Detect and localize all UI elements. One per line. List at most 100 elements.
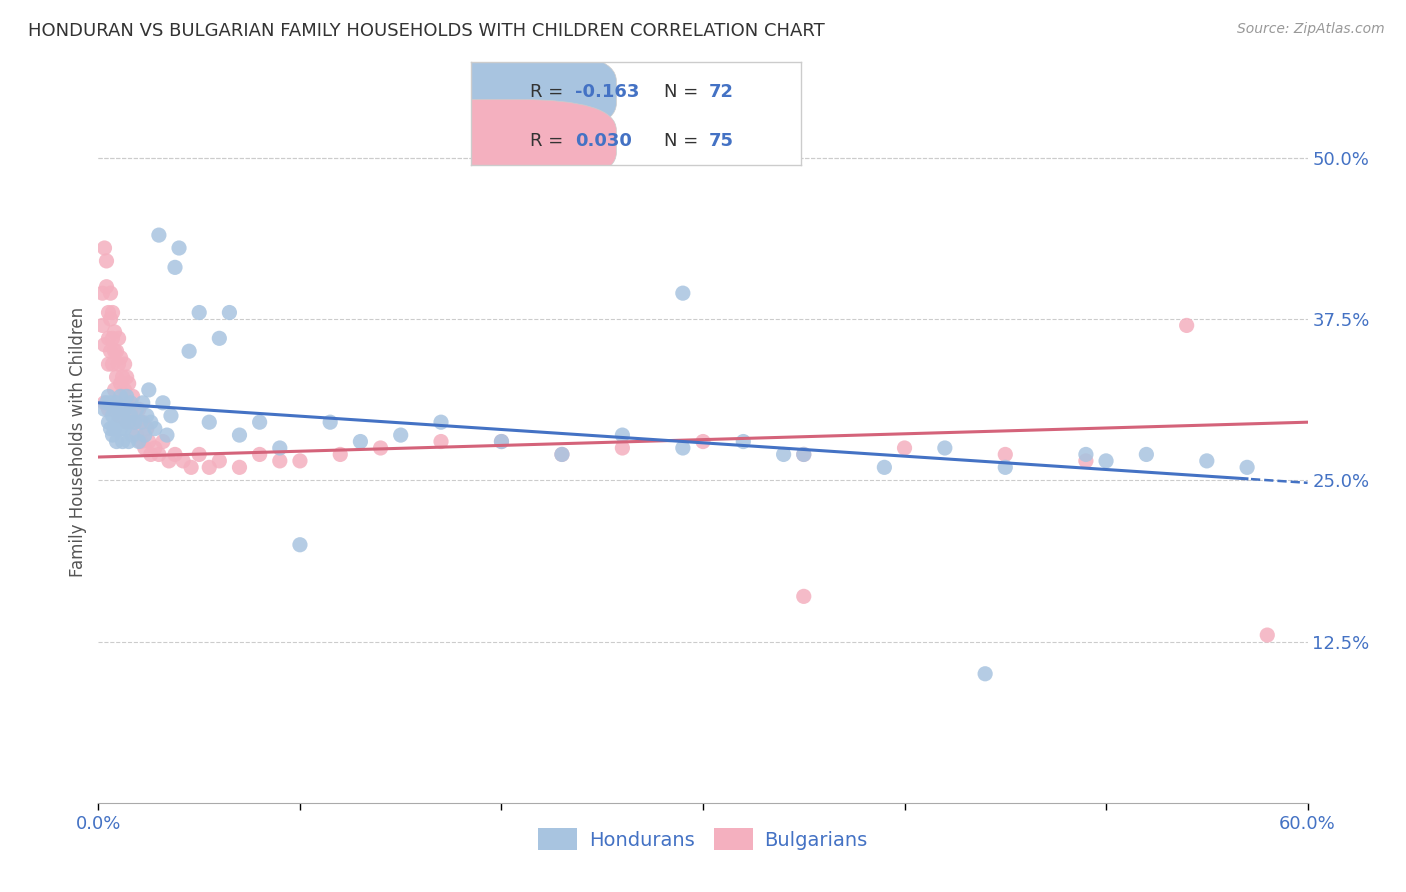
Point — [163, 260, 186, 275]
Point — [105, 370, 128, 384]
Point — [103, 344, 125, 359]
Point — [115, 370, 138, 384]
Point — [118, 376, 141, 391]
Point — [114, 402, 136, 417]
Point — [491, 434, 513, 449]
Point — [612, 428, 634, 442]
Point — [873, 460, 896, 475]
Text: 0.030: 0.030 — [575, 132, 631, 150]
Point — [118, 434, 141, 449]
Point — [157, 454, 180, 468]
Text: N =: N = — [664, 132, 704, 150]
Point — [138, 434, 160, 449]
Point — [118, 415, 141, 429]
Point — [110, 351, 132, 365]
Point — [96, 396, 118, 410]
Point — [793, 447, 815, 461]
Point — [218, 305, 240, 319]
Point — [134, 441, 156, 455]
Point — [120, 409, 142, 423]
Point — [692, 434, 714, 449]
Point — [934, 441, 956, 455]
Point — [103, 383, 125, 397]
Point — [135, 409, 157, 423]
Point — [1236, 460, 1258, 475]
Point — [111, 409, 134, 423]
Point — [672, 441, 695, 455]
Point — [134, 428, 156, 442]
Point — [97, 305, 120, 319]
Point — [100, 286, 122, 301]
Point — [100, 344, 122, 359]
Point — [91, 286, 114, 301]
Point — [114, 383, 136, 397]
Point — [143, 422, 166, 436]
Text: HONDURAN VS BULGARIAN FAMILY HOUSEHOLDS WITH CHILDREN CORRELATION CHART: HONDURAN VS BULGARIAN FAMILY HOUSEHOLDS … — [28, 22, 825, 40]
Point — [125, 402, 148, 417]
Point — [100, 396, 122, 410]
Y-axis label: Family Households with Children: Family Households with Children — [69, 307, 87, 576]
Point — [430, 415, 453, 429]
Point — [139, 415, 162, 429]
Point — [120, 402, 142, 417]
Text: R =: R = — [530, 83, 569, 101]
Point — [101, 331, 124, 345]
Point — [118, 396, 141, 410]
Point — [103, 325, 125, 339]
Point — [125, 428, 148, 442]
Point — [1095, 454, 1118, 468]
Point — [208, 331, 231, 345]
Point — [198, 415, 221, 429]
Point — [121, 428, 143, 442]
Point — [105, 396, 128, 410]
Point — [1074, 447, 1097, 461]
Point — [152, 434, 174, 449]
Point — [551, 447, 574, 461]
Point — [793, 590, 815, 604]
Point — [97, 331, 120, 345]
Point — [1135, 447, 1157, 461]
Point — [107, 415, 129, 429]
Point — [179, 344, 201, 359]
Point — [121, 389, 143, 403]
Point — [132, 415, 155, 429]
Point — [101, 357, 124, 371]
Point — [156, 428, 179, 442]
Point — [269, 441, 291, 455]
Point — [1175, 318, 1198, 333]
Point — [893, 441, 915, 455]
Point — [188, 305, 211, 319]
Point — [672, 286, 695, 301]
Point — [93, 241, 115, 255]
Text: R =: R = — [530, 132, 569, 150]
Point — [129, 415, 152, 429]
Point — [110, 422, 132, 436]
Point — [974, 666, 997, 681]
Point — [208, 454, 231, 468]
Point — [105, 396, 128, 410]
Point — [138, 383, 160, 397]
Point — [288, 454, 311, 468]
Point — [288, 538, 311, 552]
Point — [111, 396, 134, 410]
Point — [96, 279, 118, 293]
Point — [167, 241, 190, 255]
Point — [103, 422, 125, 436]
Point — [152, 396, 174, 410]
Point — [612, 441, 634, 455]
Point — [349, 434, 371, 449]
Point — [160, 409, 183, 423]
Point — [93, 402, 115, 417]
Point — [188, 447, 211, 461]
Point — [269, 454, 291, 468]
Point — [103, 402, 125, 417]
Point — [114, 422, 136, 436]
Point — [389, 428, 412, 442]
Point — [115, 389, 138, 403]
Point — [139, 447, 162, 461]
Point — [97, 357, 120, 371]
Point — [329, 447, 352, 461]
Point — [772, 447, 794, 461]
Point — [1074, 454, 1097, 468]
Point — [100, 422, 122, 436]
